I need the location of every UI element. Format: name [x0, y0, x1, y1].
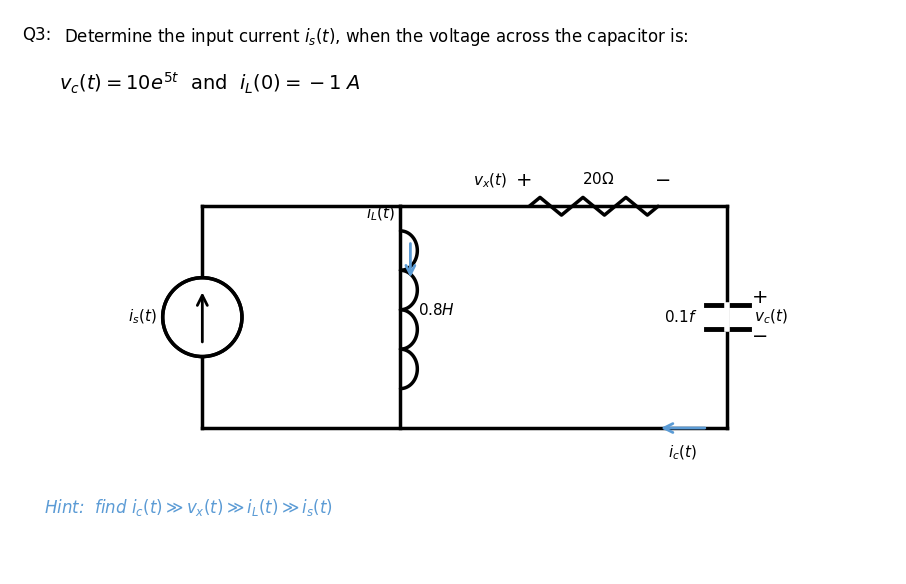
Text: Hint:  find $i_c(t) \gg v_x(t) \gg i_L(t) \gg i_s(t)$: Hint: find $i_c(t) \gg v_x(t) \gg i_L(t)… [43, 497, 333, 518]
Text: −: − [655, 172, 671, 190]
Text: −: − [752, 328, 768, 346]
Text: Determine the input current $i_s(t)$, when the voltage across the capacitor is:: Determine the input current $i_s(t)$, wh… [63, 26, 689, 48]
Text: $i_L(t)$: $i_L(t)$ [366, 204, 396, 223]
Text: +: + [752, 288, 768, 307]
Text: Q3:: Q3: [22, 26, 52, 44]
Text: $v_c(t) = 10e^{5t}$  and  $i_L(0) = -1\ A$: $v_c(t) = 10e^{5t}$ and $i_L(0) = -1\ A$ [59, 71, 361, 96]
Text: $v_c(t)$: $v_c(t)$ [754, 308, 788, 326]
Text: $i_s(t)$: $i_s(t)$ [128, 308, 157, 326]
Text: $0.1f$: $0.1f$ [664, 309, 698, 325]
Text: $0.8H$: $0.8H$ [419, 302, 455, 318]
Text: $i_c(t)$: $i_c(t)$ [669, 444, 698, 462]
Text: $v_x(t)$: $v_x(t)$ [473, 172, 506, 190]
Circle shape [164, 279, 241, 355]
Text: $20\Omega$: $20\Omega$ [583, 171, 615, 186]
Text: +: + [516, 172, 533, 190]
